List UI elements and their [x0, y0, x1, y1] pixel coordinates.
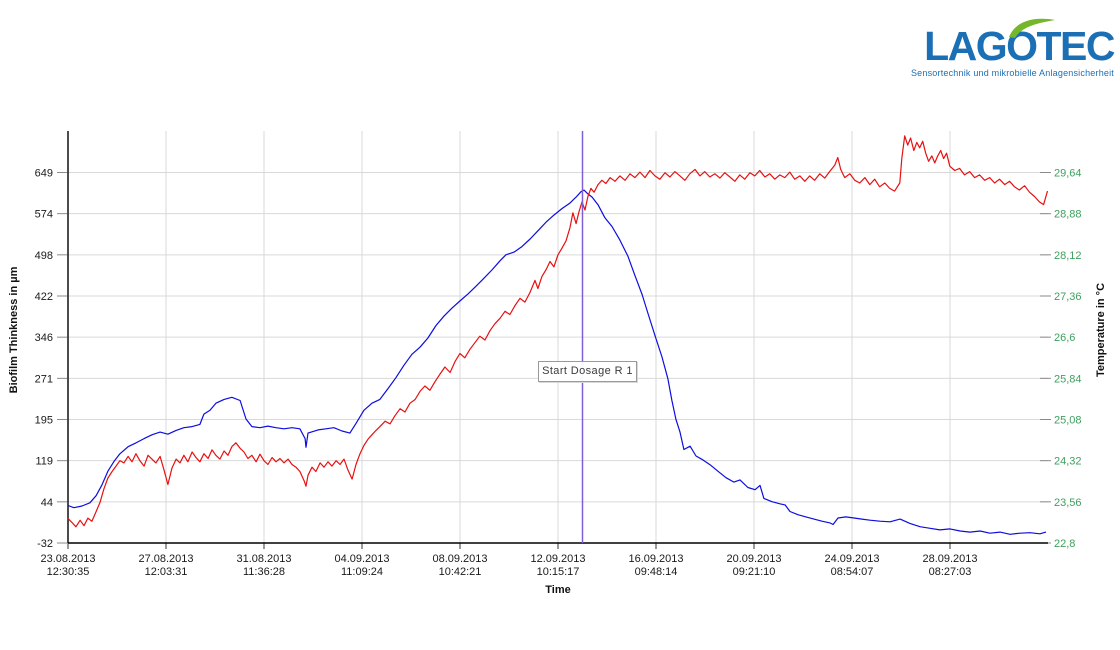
right-tick-label: 24,32	[1054, 456, 1082, 468]
right-tick-label: 22,8	[1054, 538, 1075, 550]
x-tick-label: 08.09.2013 10:42:21	[432, 553, 487, 578]
logo-text: LAGOTEC	[924, 23, 1115, 69]
x-tick-label: 24.09.2013 08:54:07	[824, 553, 879, 578]
left-tick-label: 44	[41, 497, 53, 509]
left-tick-label: 498	[35, 250, 53, 262]
x-tick-label: 04.09.2013 11:09:24	[334, 553, 389, 578]
left-tick-label: 346	[35, 332, 53, 344]
left-tick-label: 649	[35, 168, 53, 180]
x-axis-title: Time	[545, 584, 571, 596]
x-tick-label: 16.09.2013 09:48:14	[628, 553, 683, 578]
x-tick-label: 31.08.2013 11:36:28	[236, 553, 291, 578]
left-axis-title: Biofilm Thinkness in µm	[8, 266, 20, 394]
left-tick-label: 195	[35, 415, 53, 427]
right-tick-label: 28,88	[1054, 209, 1082, 221]
left-tick-label: 271	[35, 373, 53, 385]
x-tick-label: 12.09.2013 10:15:17	[530, 553, 585, 578]
x-tick-label: 27.08.2013 12:03:31	[138, 553, 193, 578]
x-tick-label: 20.09.2013 09:21:10	[726, 553, 781, 578]
x-tick-label: 28.09.2013 08:27:03	[922, 553, 977, 578]
right-tick-label: 25,08	[1054, 415, 1082, 427]
leaf-icon	[1009, 18, 1055, 38]
right-tick-label: 23,56	[1054, 497, 1082, 509]
logo-wordmark: LAGOTEC	[924, 18, 1115, 69]
temperature-series-line	[67, 135, 1049, 528]
right-tick-label: 28,12	[1054, 250, 1082, 262]
dosage-annotation-box: Start Dosage R 1	[538, 361, 637, 382]
right-tick-label: 25,84	[1054, 373, 1082, 385]
right-axis-title: Temperature in °C	[1095, 282, 1107, 378]
x-tick-label: 23.08.2013 12:30:35	[40, 553, 95, 578]
left-tick-label: 574	[35, 209, 53, 221]
logo-tagline: Sensortechnik und mikrobielle Anlagensic…	[910, 68, 1114, 78]
left-tick-label: -32	[37, 538, 53, 550]
left-tick-label: 422	[35, 291, 53, 303]
right-tick-label: 29,64	[1054, 168, 1082, 180]
biofilm-series-line	[67, 189, 1047, 535]
left-tick-label: 119	[35, 456, 53, 468]
right-tick-label: 26,6	[1054, 332, 1075, 344]
right-tick-label: 27,36	[1054, 291, 1082, 303]
lagotec-logo: LAGOTEC Sensortechnik und mikrobielle An…	[904, 18, 1115, 78]
